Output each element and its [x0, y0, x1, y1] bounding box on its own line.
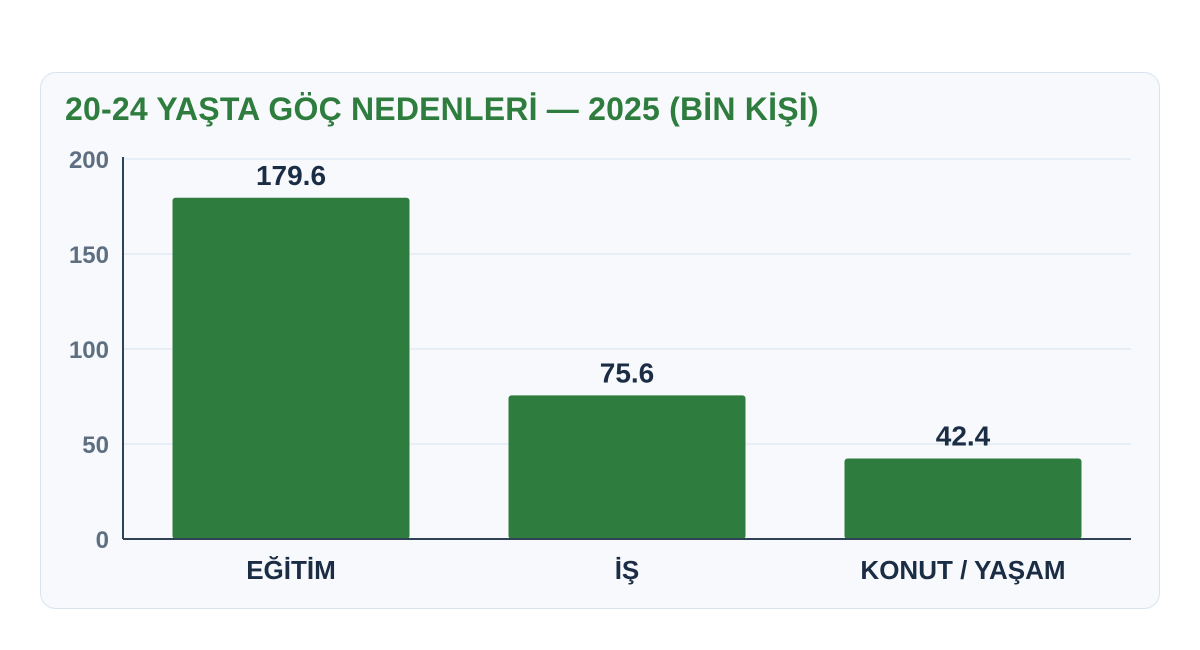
y-tick-label: 0	[96, 527, 109, 554]
chart-card: 20-24 YAŞTA GÖÇ NEDENLERİ — 2025 (BİN Kİ…	[40, 72, 1160, 609]
chart-title: 20-24 YAŞTA GÖÇ NEDENLERİ — 2025 (BİN Kİ…	[65, 91, 819, 127]
x-category-label: EĞİTİM	[246, 555, 336, 585]
x-category-label: İŞ	[615, 555, 640, 585]
bar-value-label: 179.6	[256, 160, 326, 191]
y-tick-label: 50	[82, 432, 109, 459]
x-category-label: KONUT / YAŞAM	[860, 555, 1065, 585]
bar	[508, 395, 746, 539]
bar-value-label: 75.6	[600, 357, 655, 388]
y-tick-label: 150	[69, 242, 109, 269]
y-tick-label: 100	[69, 337, 109, 364]
y-tick-label: 200	[69, 147, 109, 174]
bar-chart: 0 50 100 150 200 179.6 EĞİTİM 75.6 İŞ 42.4 KONUT /…	[69, 147, 1131, 585]
bar	[844, 458, 1082, 539]
bar-value-label: 42.4	[936, 420, 991, 451]
bar	[172, 197, 410, 539]
